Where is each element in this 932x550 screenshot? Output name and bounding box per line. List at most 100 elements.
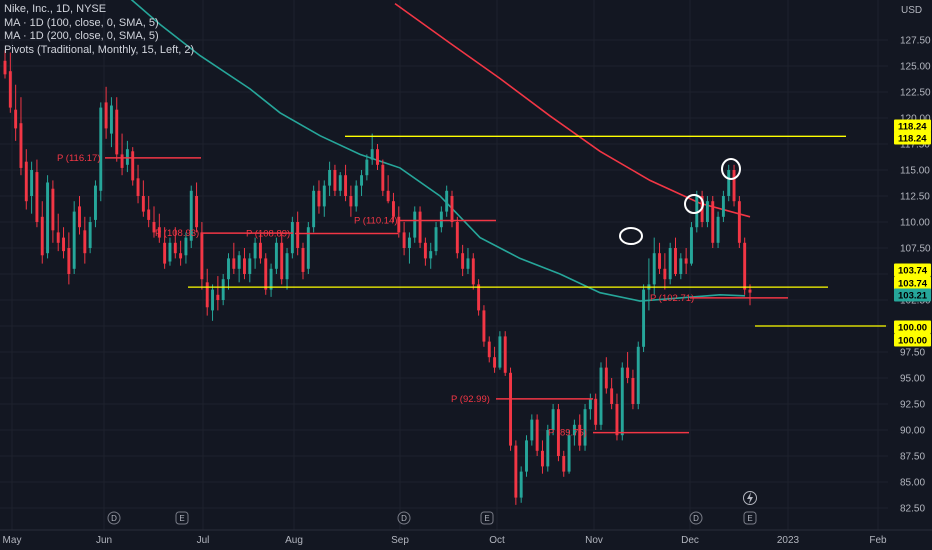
candle-body bbox=[141, 196, 145, 212]
candle-body bbox=[743, 242, 747, 290]
y-axis[interactable]: USD82.5085.0087.5090.0092.5095.0097.5010… bbox=[894, 5, 931, 515]
candle bbox=[466, 248, 470, 274]
candle bbox=[525, 435, 528, 477]
candle-body bbox=[211, 289, 214, 311]
candles bbox=[3, 50, 752, 505]
candle-body bbox=[264, 258, 268, 290]
candle bbox=[168, 237, 172, 266]
candle bbox=[439, 206, 443, 233]
earnings-marker[interactable]: E bbox=[175, 511, 189, 525]
candle-body bbox=[477, 284, 481, 311]
legend-ma200[interactable]: MA · 1D (200, close, 0, SMA, 5) bbox=[4, 30, 159, 42]
candle-body bbox=[168, 242, 172, 262]
candle bbox=[115, 97, 119, 162]
candle bbox=[35, 159, 39, 228]
candle bbox=[232, 242, 236, 274]
candle bbox=[562, 450, 566, 477]
candle bbox=[370, 133, 374, 165]
dividend-marker[interactable]: D bbox=[397, 511, 411, 525]
chart-legend: Nike, Inc., 1D, NYSE MA · 1D (100, close… bbox=[4, 3, 194, 57]
currency-label: USD bbox=[901, 5, 922, 16]
candle bbox=[588, 393, 592, 420]
candle bbox=[407, 232, 411, 264]
candle-body bbox=[248, 258, 252, 274]
pivot-label: P (89.75) bbox=[548, 428, 587, 439]
candle bbox=[535, 414, 539, 456]
dividend-icon bbox=[107, 511, 121, 525]
drawn-circle bbox=[619, 227, 643, 245]
candle bbox=[690, 222, 693, 266]
y-tick-label: 92.50 bbox=[900, 400, 925, 411]
candle-body bbox=[205, 282, 209, 308]
candle bbox=[684, 248, 688, 274]
candle-body bbox=[455, 222, 459, 254]
candle bbox=[716, 211, 720, 248]
candle bbox=[88, 216, 92, 254]
candle bbox=[78, 196, 81, 235]
price-badge: 118.24 bbox=[894, 119, 931, 133]
candle-body bbox=[381, 164, 385, 191]
candle bbox=[732, 164, 736, 207]
candle bbox=[243, 248, 246, 280]
candle-body bbox=[46, 182, 50, 254]
candle bbox=[578, 414, 582, 451]
candle bbox=[743, 237, 747, 295]
candle bbox=[179, 240, 183, 266]
candle bbox=[429, 242, 433, 269]
candle-body bbox=[684, 258, 688, 264]
candle-body bbox=[328, 170, 332, 186]
candle-body bbox=[578, 424, 582, 446]
candle-body bbox=[200, 232, 204, 280]
candle-body bbox=[360, 175, 363, 186]
legend-ma100[interactable]: MA · 1D (100, close, 0, SMA, 5) bbox=[4, 16, 159, 29]
dividend-icon bbox=[397, 511, 411, 525]
pivot-label: P (116.17) bbox=[57, 153, 100, 164]
candle bbox=[652, 237, 656, 295]
candle-body bbox=[572, 424, 576, 436]
candle-body bbox=[184, 237, 188, 256]
candle bbox=[530, 414, 534, 446]
dividend-marker[interactable]: D bbox=[689, 511, 703, 525]
event-label: D bbox=[401, 514, 407, 523]
candle bbox=[610, 378, 614, 410]
candle bbox=[136, 164, 140, 204]
candle-body bbox=[24, 161, 28, 202]
x-tick-label: 2023 bbox=[777, 535, 800, 546]
candle bbox=[72, 201, 76, 274]
y-tick-label: 110.00 bbox=[900, 218, 930, 229]
candle-body bbox=[3, 60, 7, 75]
candle-body bbox=[189, 190, 193, 241]
candle-body bbox=[243, 258, 246, 274]
candle-body bbox=[269, 268, 273, 290]
y-tick-label: 122.50 bbox=[900, 88, 931, 99]
price-badge-label: 100.00 bbox=[898, 323, 927, 334]
legend-pivots[interactable]: Pivots (Traditional, Monthly, 15, Left, … bbox=[4, 43, 195, 56]
candle-body bbox=[94, 185, 97, 220]
earnings-marker[interactable]: E bbox=[743, 511, 757, 525]
candle-body bbox=[626, 367, 630, 378]
dividend-marker[interactable]: D bbox=[107, 511, 121, 525]
candle bbox=[290, 216, 294, 259]
price-badge-bg bbox=[894, 276, 931, 290]
candle-body bbox=[312, 190, 316, 228]
candle bbox=[227, 253, 230, 290]
candle bbox=[509, 367, 512, 451]
candle bbox=[306, 222, 310, 274]
candle-body bbox=[274, 242, 278, 269]
candle-body bbox=[615, 404, 619, 436]
candle-body bbox=[227, 258, 230, 280]
candle bbox=[503, 331, 507, 376]
candle bbox=[381, 159, 385, 196]
candle-body bbox=[663, 268, 667, 280]
candle bbox=[434, 222, 438, 256]
candle bbox=[163, 227, 167, 269]
candle-body bbox=[556, 409, 560, 456]
candle bbox=[727, 164, 731, 202]
y-tick-label: 120.00 bbox=[900, 114, 931, 125]
candle bbox=[658, 242, 661, 274]
x-axis[interactable]: May Jun Jul Aug Sep Oct Nov Dec 2023 Feb bbox=[0, 529, 932, 546]
earnings-marker[interactable]: E bbox=[480, 511, 494, 525]
candle bbox=[482, 305, 486, 347]
candle-body bbox=[131, 151, 135, 181]
